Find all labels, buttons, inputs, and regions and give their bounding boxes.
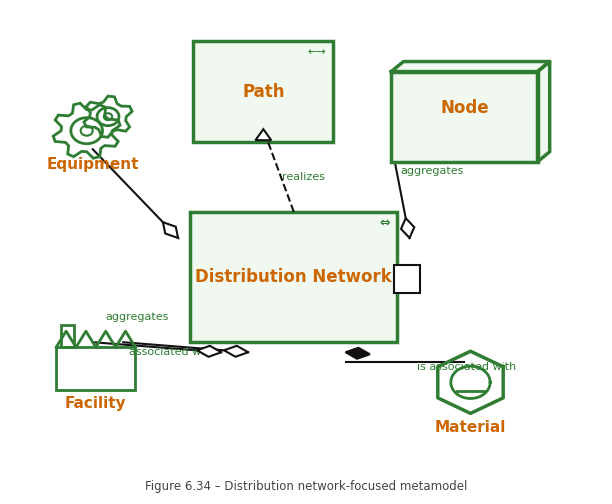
Text: Distribution Network: Distribution Network [195, 268, 392, 286]
Text: is associated with: is associated with [417, 362, 517, 372]
Bar [56, 347, 135, 390]
Bar [394, 265, 420, 293]
Text: ⇔: ⇔ [379, 217, 390, 230]
Polygon shape [255, 129, 271, 140]
Text: aggregates: aggregates [400, 166, 464, 176]
Text: Figure 6.34 – Distribution network-focused metamodel: Figure 6.34 – Distribution network-focus… [145, 480, 467, 492]
Polygon shape [346, 348, 370, 359]
Text: realizes: realizes [282, 172, 324, 182]
Text: Equipment: Equipment [47, 157, 139, 172]
Text: Material: Material [435, 420, 506, 435]
Polygon shape [163, 222, 178, 238]
Polygon shape [401, 218, 414, 238]
Text: Path: Path [242, 83, 285, 101]
Text: Node: Node [440, 99, 489, 116]
Polygon shape [391, 61, 550, 72]
Polygon shape [197, 346, 222, 357]
Polygon shape [537, 61, 550, 162]
Polygon shape [224, 346, 248, 357]
Text: ←→: ←→ [307, 47, 326, 57]
FancyBboxPatch shape [193, 41, 334, 142]
Text: associated with: associated with [129, 347, 216, 357]
Text: aggregates: aggregates [105, 312, 168, 322]
FancyBboxPatch shape [391, 72, 537, 162]
Text: Facility: Facility [65, 396, 127, 411]
Bar [61, 325, 75, 347]
FancyBboxPatch shape [190, 212, 397, 342]
